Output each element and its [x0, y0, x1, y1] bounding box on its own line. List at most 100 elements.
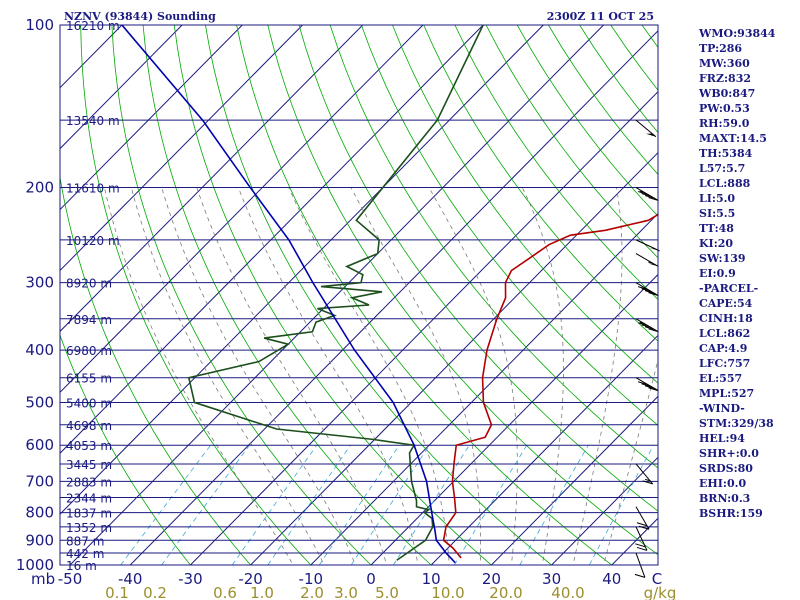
isotherm-line: [60, 25, 364, 333]
background-grid: [60, 25, 658, 565]
wind-barb: [635, 119, 657, 138]
isotherm-line: [60, 25, 303, 272]
moist-adiabat-line: [196, 187, 388, 565]
height-label: 8920 m: [66, 277, 112, 291]
mixing-ratio-line: [454, 444, 528, 565]
pressure-tick-label: 400: [25, 341, 54, 359]
stat-line: PW:0.53: [699, 102, 750, 115]
stat-line: MPL:527: [699, 387, 754, 400]
dry-adiabat-line: [392, 25, 658, 384]
dry-adiabat-line: [111, 25, 372, 565]
stat-line: EL:557: [699, 372, 742, 385]
pressure-tick-label: 900: [25, 531, 54, 549]
stat-line: MAXT:14.5: [699, 132, 767, 145]
moist-adiabat-line: [428, 187, 518, 565]
stat-line: BSHR:159: [699, 507, 763, 520]
height-label: 7894 m: [66, 313, 112, 327]
height-label: 1837 m: [66, 507, 112, 521]
pressure-tick-label: 600: [25, 436, 54, 454]
wind-barb: [635, 282, 659, 297]
height-label: 13540 m: [66, 114, 120, 128]
stats-panel: WMO:93844 TP:286 MW:360 FRZ:832 WB0:847 PW:0.…: [698, 27, 776, 520]
stat-line: TT:48: [699, 222, 734, 235]
height-label: 887 m: [66, 534, 104, 548]
temperature-tick-label: -30: [178, 570, 203, 588]
plot-frame: [59, 24, 659, 566]
dry-adiabat-line: [360, 25, 658, 426]
isotherm-line: [60, 25, 484, 454]
mixing-ratio-tick-label: 0.6: [213, 584, 237, 600]
mixing-ratio-tick-label: g/kg: [644, 584, 677, 600]
stat-line: LCL:888: [699, 177, 751, 190]
dry-adiabat-line: [516, 25, 658, 217]
dry-adiabat-line: [205, 25, 553, 565]
height-label: 1352 m: [66, 521, 112, 535]
dry-adiabat-line: [142, 25, 432, 565]
dry-adiabat-line: [60, 333, 191, 565]
pressure-tick-label: 200: [25, 179, 54, 197]
sounding-profiles: [121, 25, 658, 564]
stat-line: -PARCEL-: [699, 282, 758, 295]
stat-line: CAPE:54: [699, 297, 753, 310]
mixing-ratio-line: [267, 444, 351, 565]
mixing-ratio-tick-label: 10.0: [431, 584, 464, 600]
dry-adiabat-line: [267, 25, 658, 556]
stat-line: -WIND-: [699, 402, 745, 415]
moist-adiabat-line: [350, 187, 482, 565]
isotherm-line: [370, 273, 658, 565]
mixing-ratio-tick-label: 40.0: [551, 584, 584, 600]
wind-barb: [635, 239, 660, 252]
mixing-ratio-tick-label: 0.2: [143, 584, 167, 600]
height-label: 10120 m: [66, 234, 120, 248]
height-label: 4053 m: [66, 439, 112, 453]
height-label: 2344 m: [66, 492, 112, 506]
moist-adiabat-line: [521, 187, 564, 565]
sounding-time: 2300Z 11 OCT 25: [547, 10, 654, 23]
stat-line: LI:5.0: [699, 192, 735, 205]
dry-adiabat-line: [423, 25, 658, 342]
height-label: 16210 m: [66, 19, 120, 33]
stat-line: SW:139: [699, 252, 746, 265]
dry-adiabat-line: [173, 25, 493, 565]
temperature-tick-label: 10: [422, 570, 441, 588]
mixing-ratio-line: [319, 444, 400, 565]
wind-barb: [635, 377, 659, 392]
stat-line: LFC:757: [699, 357, 750, 370]
mixing-ratio-tick-label: 2.0: [300, 584, 324, 600]
dry-adiabat-line: [60, 175, 252, 565]
height-label: 3445 m: [66, 458, 112, 472]
moist-adiabat-line: [237, 187, 419, 565]
height-label: 6980 m: [66, 344, 112, 358]
dry-adiabat-line: [485, 25, 658, 259]
mixing-ratio-line: [120, 444, 211, 565]
temperature-tick-label: -40: [118, 570, 143, 588]
station-title: NZNV (93844) Sounding: [64, 10, 216, 23]
dry-adiabat-line: [548, 25, 658, 176]
series-temperature-line: [442, 213, 658, 559]
series-dewpoint-line: [187, 25, 484, 561]
stat-line: HEL:94: [699, 432, 745, 445]
mixing-ratio-tick-label: 0.1: [105, 584, 129, 600]
temperature-tick-label: -50: [58, 570, 83, 588]
dry-adiabat-line: [80, 25, 312, 565]
isotherm-line: [69, 25, 604, 565]
temperature-tick-label: -20: [238, 570, 263, 588]
mixing-ratio-tick-label: 1.0: [250, 584, 274, 600]
pressure-tick-label: 300: [25, 274, 54, 292]
dry-adiabat-line: [298, 25, 658, 512]
isotherm-line: [189, 91, 658, 565]
mixing-ratio-tick-label: 20.0: [489, 584, 522, 600]
stat-line: FRZ:832: [699, 72, 751, 85]
stat-line: BRN:0.3: [699, 492, 750, 505]
height-label: 6155 m: [66, 372, 112, 386]
stat-line: EHI:0.0: [699, 477, 746, 490]
mixing-ratio-tick-label: 3.0: [334, 584, 358, 600]
height-label: 4698 m: [66, 419, 112, 433]
moist-adiabat-line: [130, 187, 325, 565]
temperature-tick-label: 30: [542, 570, 561, 588]
stat-line: LCL:862: [699, 327, 750, 340]
series-parcel-line: [121, 25, 456, 564]
temperature-tick-label: 20: [482, 570, 501, 588]
isotherm-line: [60, 25, 243, 211]
